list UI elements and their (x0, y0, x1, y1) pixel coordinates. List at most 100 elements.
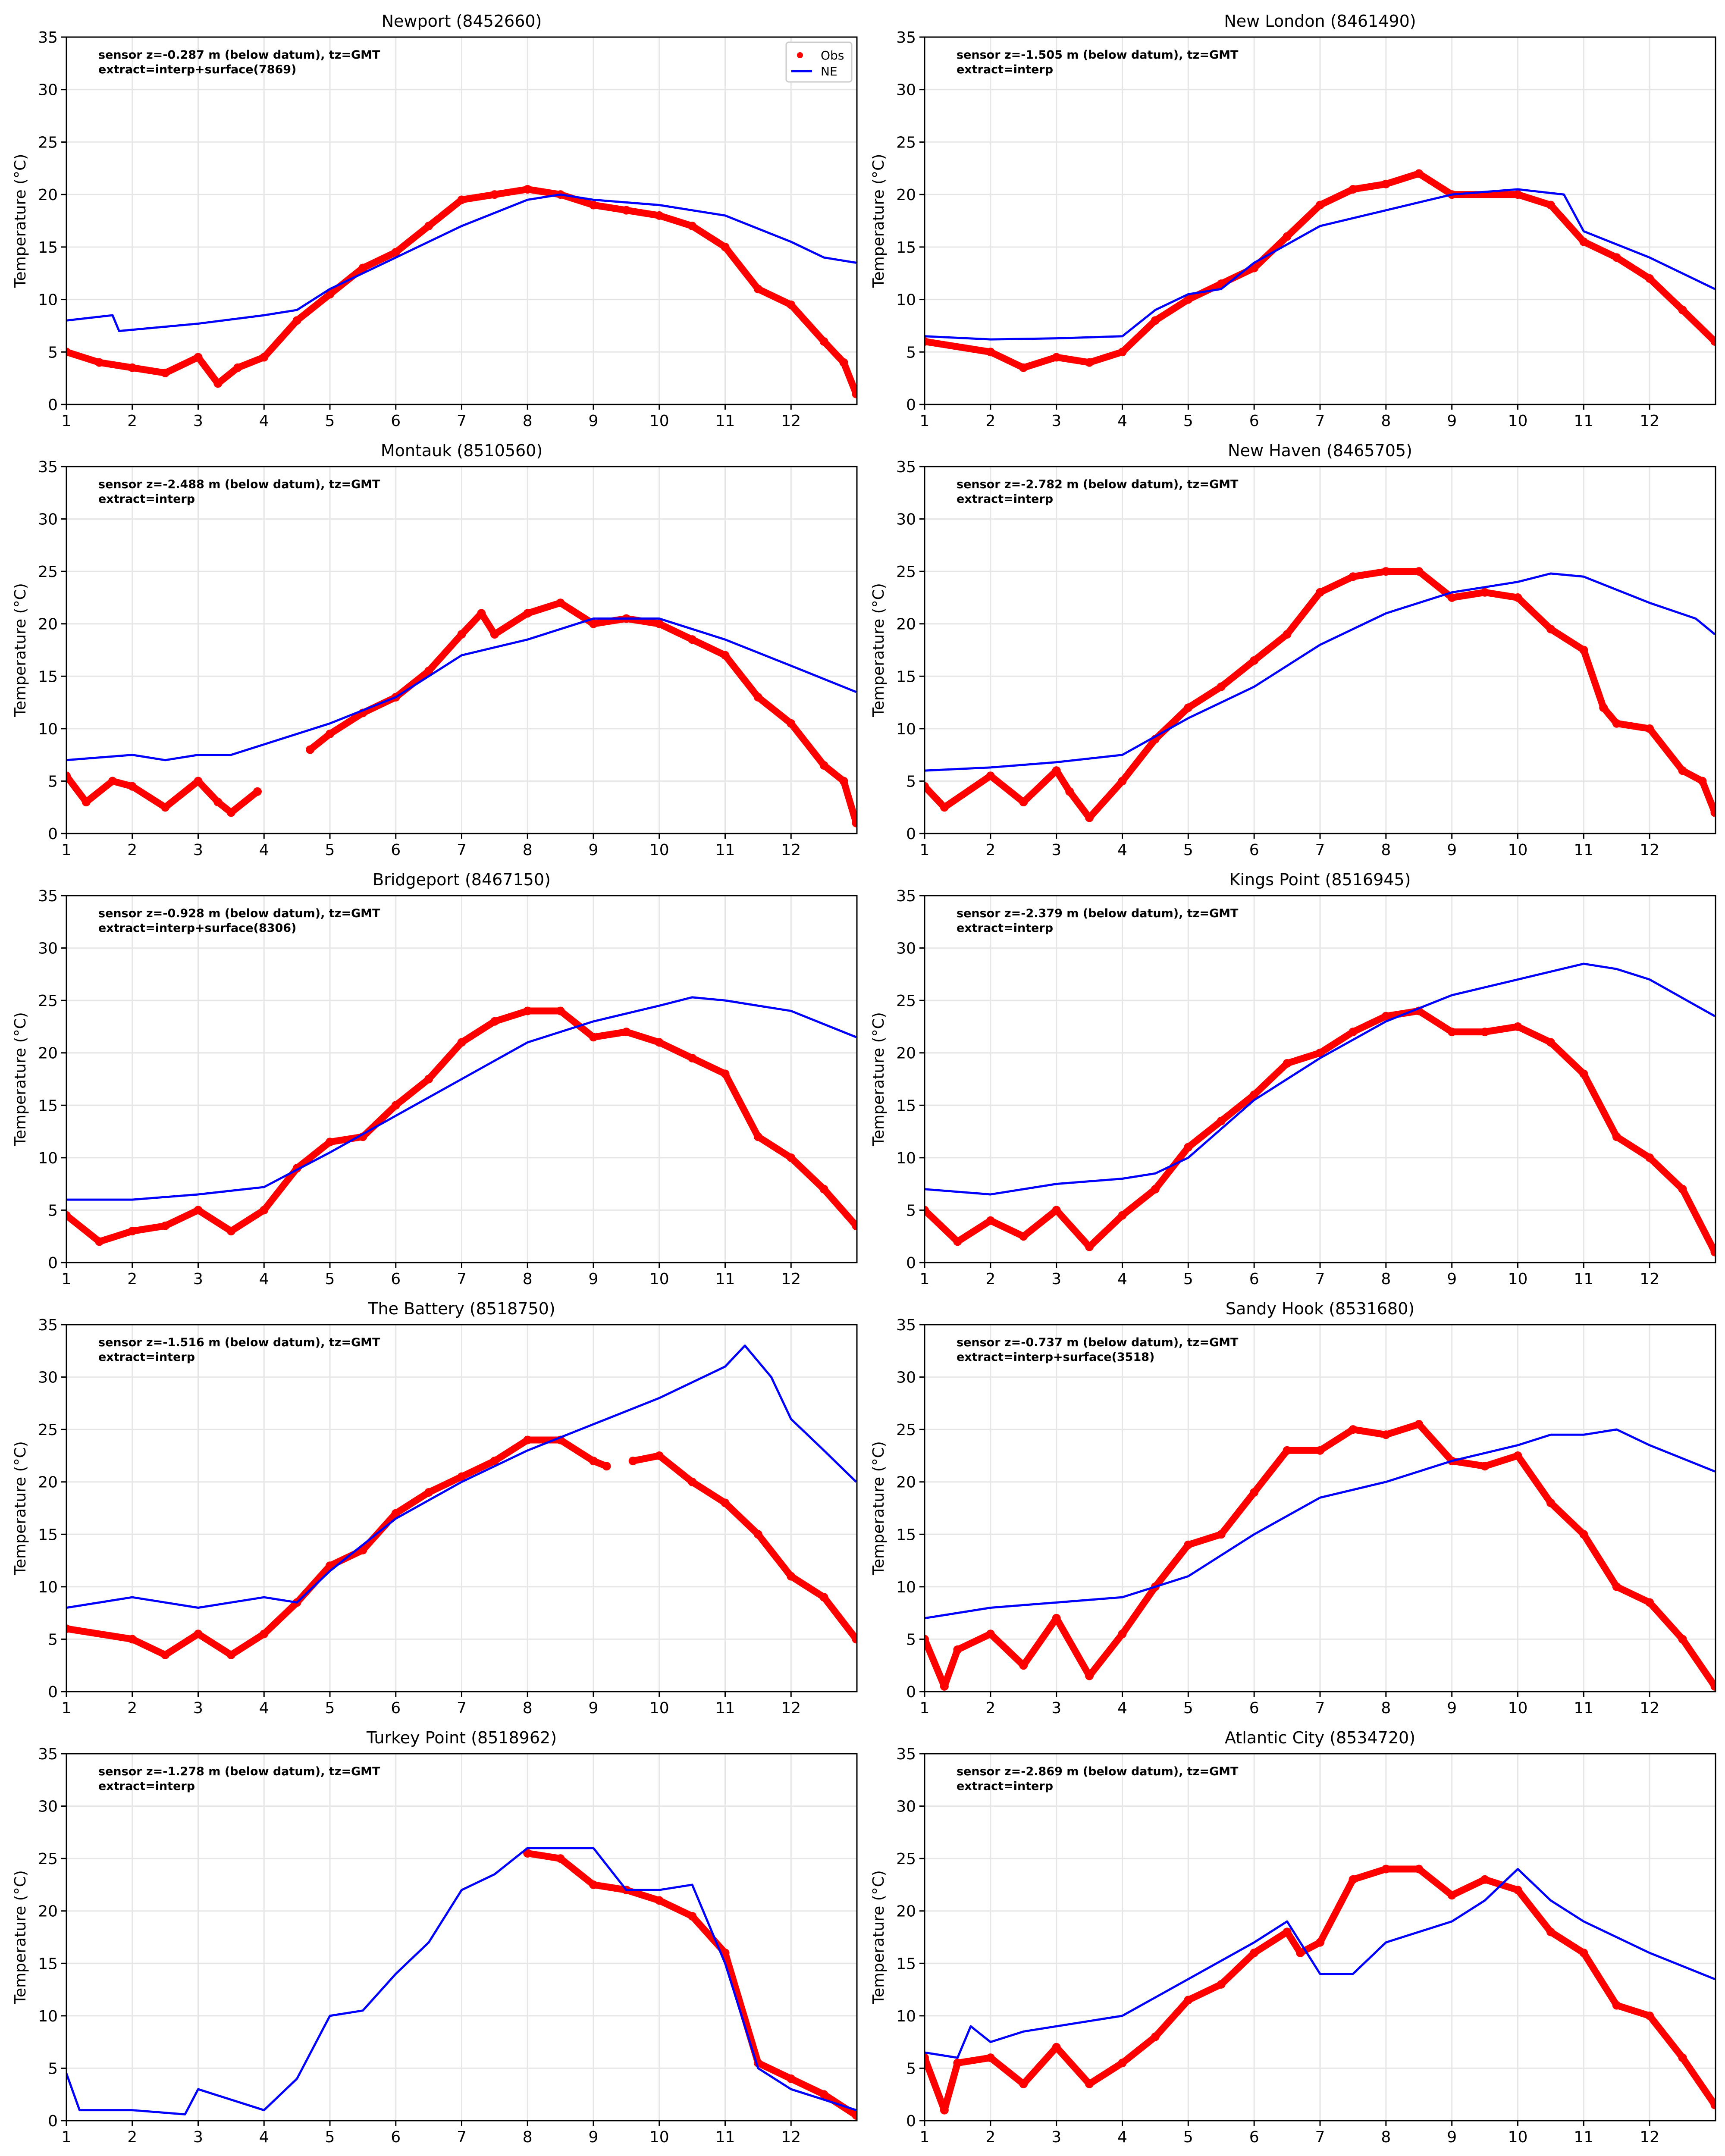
obs-point (326, 730, 334, 739)
obs-point (82, 798, 91, 807)
x-tick-label: 3 (193, 1270, 203, 1288)
x-tick-label: 11 (715, 2128, 735, 2146)
x-tick-label: 12 (1640, 1699, 1659, 1717)
x-tick-label: 2 (127, 412, 137, 430)
obs-point (128, 363, 137, 372)
obs-point (589, 201, 598, 210)
obs-point (490, 1457, 499, 1466)
axes-frame (924, 895, 1716, 1263)
obs-point (819, 2090, 828, 2099)
sensor-note: sensor z=-1.278 m (below datum), tz=GMT (98, 1765, 380, 1778)
x-tick-label: 5 (325, 2128, 335, 2146)
obs-point (819, 761, 828, 770)
obs-point (852, 2111, 857, 2120)
y-tick-label: 15 (896, 668, 916, 686)
y-tick-label: 30 (896, 81, 916, 99)
obs-point (1645, 2011, 1654, 2020)
sensor-note: sensor z=-2.379 m (below datum), tz=GMT (957, 907, 1239, 920)
x-tick-label: 10 (649, 1270, 669, 1288)
x-tick-label: 3 (1051, 841, 1061, 859)
obs-point (1513, 593, 1522, 602)
obs-point (1217, 1530, 1226, 1539)
obs-point (1184, 1540, 1193, 1549)
sensor-note: extract=interp+surface(3518) (957, 1351, 1154, 1364)
obs-point (1184, 703, 1193, 712)
sensor-note: sensor z=-0.287 m (below datum), tz=GMT (98, 48, 380, 62)
obs-point (1316, 1938, 1324, 1947)
obs-point (1085, 2079, 1094, 2088)
y-axis-label: Temperature (°C) (870, 154, 888, 288)
sensor-note: extract=interp (957, 492, 1053, 506)
panel-title: Sandy Hook (8531680) (1226, 1299, 1414, 1318)
obs-point (128, 782, 137, 791)
y-tick-label: 15 (38, 1097, 58, 1115)
x-tick-label: 10 (1508, 1699, 1528, 1717)
obs-point (391, 248, 400, 257)
obs-point (1612, 253, 1621, 262)
obs-point (753, 1530, 762, 1539)
x-tick-label: 12 (1640, 841, 1659, 859)
obs-point (490, 1017, 499, 1026)
obs-point (940, 803, 949, 812)
x-tick-label: 9 (589, 2128, 599, 2146)
panel-new-haven: 1 2 3 4 5 6 7 8 9 10 11 1205101520253035Temperature… (870, 441, 1716, 859)
model-series (66, 193, 856, 332)
obs-point (391, 1509, 400, 1518)
obs-point (108, 777, 117, 786)
y-tick-label: 25 (896, 1421, 916, 1439)
x-tick-label: 1 (920, 412, 930, 430)
y-axis-label: Temperature (°C) (12, 154, 29, 288)
x-tick-label: 1 (62, 841, 72, 859)
x-tick-label: 10 (1508, 841, 1528, 859)
obs-point (1118, 777, 1127, 786)
obs-point (457, 195, 466, 204)
x-tick-label: 4 (1117, 2128, 1127, 2146)
obs-point (1283, 1927, 1292, 1937)
obs-point (1710, 808, 1716, 817)
x-tick-label: 11 (1574, 412, 1593, 430)
obs-point (1513, 1886, 1522, 1895)
obs-point (622, 206, 631, 215)
x-tick-label: 10 (649, 412, 669, 430)
obs-point (128, 1635, 137, 1644)
x-tick-label: 4 (259, 841, 269, 859)
obs-point (819, 1185, 828, 1194)
obs-point (1513, 1022, 1522, 1031)
x-tick-label: 12 (1640, 1270, 1659, 1288)
y-tick-label: 25 (38, 134, 58, 151)
obs-point (260, 353, 269, 362)
obs-point (839, 358, 848, 367)
y-tick-label: 20 (38, 616, 58, 633)
y-axis-label: Temperature (°C) (870, 583, 888, 718)
obs-point (424, 222, 433, 231)
obs-point (1151, 316, 1160, 325)
obs-point (1250, 656, 1259, 665)
y-tick-label: 30 (896, 511, 916, 529)
y-tick-label: 25 (896, 1850, 916, 1868)
x-tick-label: 5 (325, 841, 335, 859)
y-tick-label: 25 (896, 563, 916, 581)
x-tick-label: 12 (781, 1699, 801, 1717)
x-tick-label: 11 (715, 841, 735, 859)
obs-point (925, 2053, 929, 2062)
y-tick-label: 0 (906, 396, 916, 414)
panel-title: New London (8461490) (1224, 12, 1416, 31)
obs-point (688, 222, 697, 231)
sensor-note: sensor z=-1.516 m (below datum), tz=GMT (98, 1336, 380, 1349)
obs-point (326, 1138, 334, 1147)
obs-point (1316, 1048, 1324, 1057)
y-tick-label: 5 (906, 1631, 916, 1648)
obs-point (523, 1006, 532, 1015)
obs-point (1085, 358, 1094, 367)
obs-point (1250, 1488, 1259, 1497)
y-tick-label: 20 (896, 1903, 916, 1921)
panel-title: Kings Point (8516945) (1229, 870, 1411, 889)
x-tick-label: 7 (1315, 2128, 1325, 2146)
y-tick-label: 5 (48, 1631, 58, 1648)
obs-point (1349, 1425, 1358, 1434)
y-tick-label: 20 (896, 1045, 916, 1062)
x-tick-label: 6 (1249, 841, 1259, 859)
obs-point (1513, 190, 1522, 199)
x-tick-label: 10 (1508, 1270, 1528, 1288)
sensor-note: sensor z=-0.737 m (below datum), tz=GMT (957, 1336, 1239, 1349)
